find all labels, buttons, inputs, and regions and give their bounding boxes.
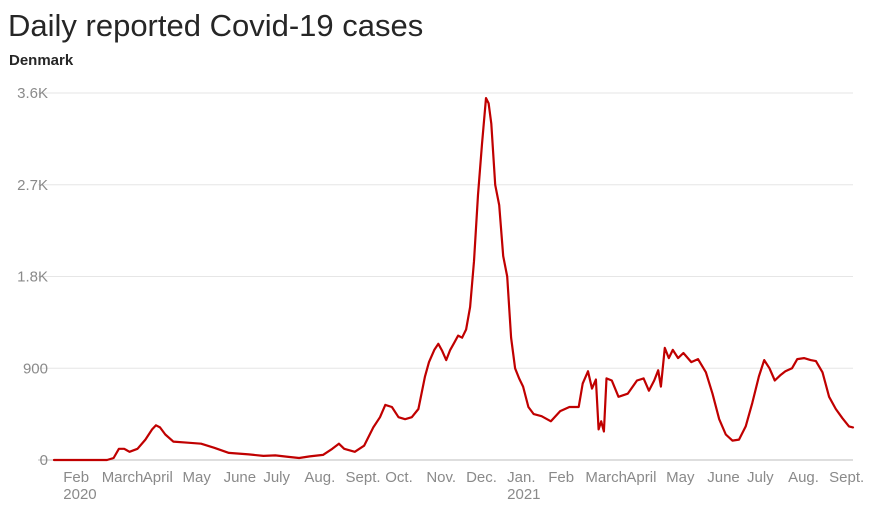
x-tick-label: Dec.: [466, 469, 497, 486]
x-tick-label: Nov.: [426, 469, 456, 486]
y-tick-label: 3.6K: [17, 85, 48, 102]
x-tick-label: June: [224, 469, 257, 486]
x-tick-label: March: [102, 469, 144, 486]
chart-subtitle: Denmark: [9, 52, 74, 69]
x-tick-label: March: [585, 469, 627, 486]
x-tick-label: May: [183, 469, 212, 486]
x-tick-label: Aug.: [304, 469, 335, 486]
x-tick-label: Feb: [63, 469, 89, 486]
x-tick-label: Feb: [548, 469, 574, 486]
x-tick-label: Oct.: [385, 469, 413, 486]
x-tick-year-label: 2021: [507, 486, 540, 503]
x-tick-label: Aug.: [788, 469, 819, 486]
x-tick-label: April: [143, 469, 173, 486]
series-layer: [52, 97, 855, 462]
y-tick-label: 1.8K: [17, 269, 48, 286]
gridlines: [38, 92, 853, 461]
x-tick-label: Sept.: [346, 469, 381, 486]
x-tick-label: Jan.: [507, 469, 535, 486]
x-tick-year-label: 2020: [63, 486, 96, 503]
x-tick-label: July: [263, 469, 290, 486]
x-tick-label: June: [707, 469, 740, 486]
x-tick-label: April: [626, 469, 656, 486]
x-tick-label: July: [747, 469, 774, 486]
chart-title: Daily reported Covid-19 cases: [8, 8, 424, 43]
y-tick-label: 0: [40, 452, 48, 469]
series-line: [52, 97, 855, 462]
y-tick-label: 900: [23, 360, 48, 377]
x-tick-label: Sept.: [829, 469, 864, 486]
y-axis-ticks: 0 900 1.8K 2.7K 3.6K: [17, 85, 48, 469]
y-tick-label: 2.7K: [17, 177, 48, 194]
x-tick-label: May: [666, 469, 695, 486]
